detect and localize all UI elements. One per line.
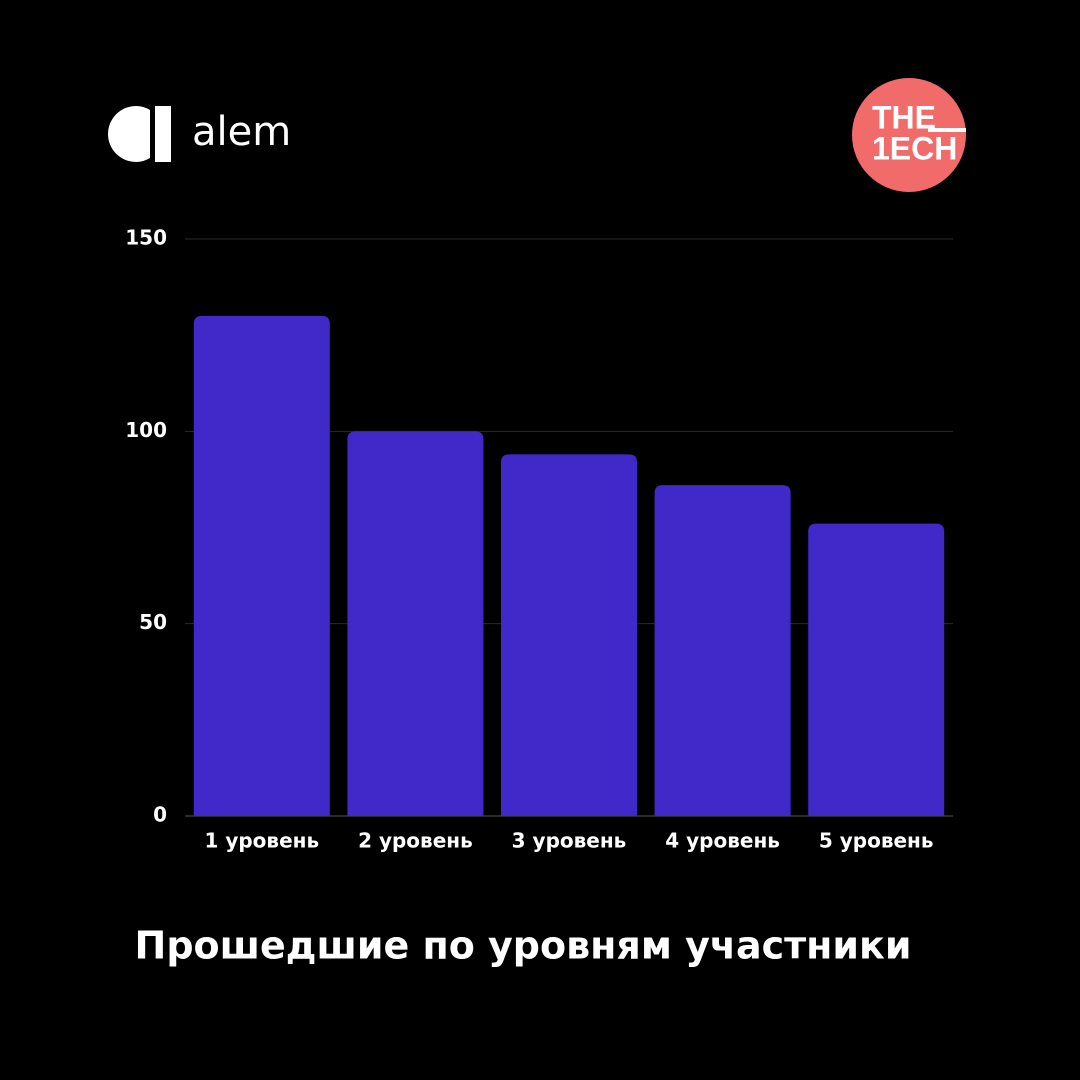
chart-title: Прошедшие по уровням участники (135, 924, 912, 968)
x-tick-label: 4 уровень (665, 829, 780, 853)
logo-shape (155, 106, 171, 162)
x-tick-label: 1 уровень (204, 829, 319, 853)
y-tick-label: 0 (153, 803, 167, 827)
y-tick-label: 150 (125, 226, 167, 250)
bar (501, 454, 637, 816)
x-tick-label: 5 уровень (819, 829, 934, 853)
brand-name: alem (192, 109, 291, 155)
bar (347, 431, 484, 816)
x-tick-label: 2 уровень (358, 829, 473, 853)
x-tick-label: 3 уровень (512, 829, 627, 853)
y-tick-label: 100 (125, 418, 167, 442)
badge-text: THE (872, 99, 936, 135)
bar (193, 315, 330, 816)
bar (654, 485, 791, 816)
badge: THE 1ECH (852, 78, 966, 192)
badge-text: 1ECH (872, 130, 957, 166)
bar (808, 523, 945, 816)
logo-shape (108, 106, 136, 162)
alem-logo: alem (108, 106, 291, 162)
badge-circle (852, 78, 966, 192)
logo-shape (136, 106, 150, 162)
y-tick-label: 50 (139, 610, 167, 634)
